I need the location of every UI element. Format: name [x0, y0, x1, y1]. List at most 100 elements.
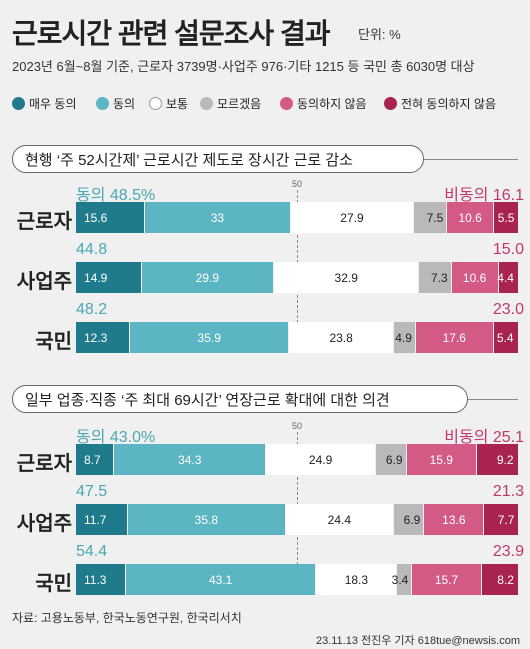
bar-segment-dont-know: 7.5 — [414, 202, 448, 233]
data-label: 11.3 — [84, 572, 107, 587]
bar-segment-neutral: 24.4 — [285, 504, 394, 535]
data-label: 23.8 — [329, 330, 353, 345]
data-label: 24.4 — [327, 512, 352, 527]
bar-segment-dont-know: 6.9 — [376, 444, 407, 475]
legend-swatch-icon — [96, 97, 109, 110]
data-label: 5.5 — [497, 210, 515, 225]
agree-total-label: 동의 48.5% — [76, 187, 156, 204]
bar-segment-dont-know: 4.9 — [394, 322, 416, 353]
disagree-total-label: 비동의 16.1 — [444, 187, 524, 204]
data-label: 33 — [210, 210, 225, 225]
legend-label: 전혀 동의하지 않음 — [401, 97, 496, 111]
bar-segment-strongly-agree: 12.3 — [76, 322, 131, 353]
data-label: 32.9 — [334, 270, 358, 285]
agree-total-label: 48.2 — [76, 301, 108, 318]
bar-segment-strongly-disagree: 5.4 — [493, 322, 518, 353]
bar-segment-strongly-disagree: 7.7 — [484, 504, 519, 535]
data-label: 6.9 — [385, 452, 403, 467]
agree-total-label: 54.4 — [76, 543, 108, 560]
survey-subtitle: 2023년 6월~8월 기준, 근로자 3739명·사업주 976·기타 121… — [12, 59, 475, 74]
bar-segment-agree: 34.3 — [114, 444, 267, 475]
legend: 매우 동의 동의 보통 모르겠음 동의하지 않음 전혀 동의하지 않음 — [12, 95, 522, 115]
bar-segment-dont-know: 6.9 — [393, 504, 425, 535]
category-label: 사업주 — [16, 513, 72, 535]
data-label: 34.3 — [178, 452, 202, 467]
bar-segment-strongly-agree: 11.7 — [76, 504, 128, 535]
bar-segment-strongly-agree: 14.9 — [76, 262, 142, 293]
bar-segment-agree: 43.1 — [125, 564, 317, 595]
data-label: 35.9 — [197, 330, 221, 345]
source-note: 자료: 고용노동부, 한국노동연구원, 한국리서치 — [12, 611, 242, 625]
legend-item-disagree: 동의하지 않음 — [280, 95, 367, 112]
bar-segment-neutral: 18.3 — [316, 564, 398, 595]
data-label: 12.3 — [84, 330, 108, 345]
category-label: 근로자 — [16, 453, 72, 475]
bar-segment-neutral: 23.8 — [289, 322, 395, 353]
legend-label: 모르겠음 — [217, 97, 262, 111]
bar-segment-disagree: 10.6 — [451, 262, 499, 293]
agree-total-label: 동의 43.0% — [76, 429, 156, 446]
bar-segment-agree: 35.8 — [127, 504, 286, 535]
legend-label: 보통 — [166, 97, 189, 111]
bar-segment-strongly-disagree: 8.2 — [481, 564, 518, 595]
unit-label: 단위: % — [358, 27, 401, 42]
chart-1-title: 현행 ‘주 52시간제’ 근로시간 제도로 장시간 근로 감소 — [12, 145, 424, 173]
bar-segment-disagree: 17.6 — [415, 322, 494, 353]
data-label: 27.9 — [340, 210, 364, 225]
legend-swatch-icon — [384, 97, 397, 110]
category-label: 근로자 — [16, 211, 72, 233]
bar-segment-disagree: 10.6 — [447, 202, 495, 233]
credit-note: 23.11.13 전진우 기자 618tue@newsis.com — [315, 635, 520, 647]
data-label: 35.8 — [194, 512, 218, 527]
data-label: 4.9 — [395, 330, 412, 345]
data-label: 11.7 — [84, 512, 107, 527]
bar-segment-disagree: 13.6 — [424, 504, 485, 535]
legend-item-neutral: 보통 — [149, 95, 188, 112]
bar-segment-strongly-agree: 15.6 — [76, 202, 145, 233]
disagree-total-label: 비동의 25.1 — [444, 429, 524, 446]
legend-item-strongly-agree: 매우 동의 — [12, 95, 77, 112]
data-label: 17.6 — [442, 330, 466, 345]
data-label: 7.5 — [426, 210, 444, 225]
data-label: 29.9 — [195, 270, 220, 285]
data-label: 6.9 — [403, 512, 421, 527]
data-label: 15.7 — [434, 572, 459, 587]
data-label: 7.3 — [431, 270, 448, 285]
data-label: 5.4 — [496, 330, 514, 345]
bar-segment-neutral: 24.9 — [266, 444, 377, 475]
legend-item-strongly-disagree: 전혀 동의하지 않음 — [384, 95, 496, 112]
data-label: 18.3 — [344, 572, 369, 587]
data-label: 8.7 — [84, 452, 101, 467]
legend-label: 매우 동의 — [29, 97, 77, 111]
bar-segment-neutral: 27.9 — [290, 202, 415, 233]
agree-total-label: 44.8 — [76, 241, 108, 258]
bar-segment-disagree: 15.7 — [412, 564, 482, 595]
legend-label: 동의하지 않음 — [297, 97, 367, 111]
chart-2-title: 일부 업종·직종 ‘주 최대 69시간’ 연장근로 확대에 대한 의견 — [12, 385, 468, 413]
data-label: 10.6 — [462, 270, 487, 285]
legend-item-dont-know: 모르겠음 — [200, 95, 261, 112]
data-label: 14.9 — [84, 270, 108, 285]
bar-segment-neutral: 32.9 — [274, 262, 420, 293]
data-label: 9.2 — [496, 452, 514, 467]
bar-segment-strongly-disagree: 4.4 — [497, 262, 518, 293]
page-title: 근로시간 관련 설문조사 결과 — [12, 18, 330, 49]
data-label: 15.9 — [429, 452, 453, 467]
disagree-total-label: 21.3 — [492, 483, 524, 500]
data-label: 7.7 — [497, 512, 515, 527]
data-label: 10.6 — [458, 210, 482, 225]
bar-segment-agree: 29.9 — [141, 262, 274, 293]
bar-segment-strongly-agree: 8.7 — [76, 444, 115, 475]
data-label: 8.2 — [497, 572, 514, 587]
legend-swatch-icon — [200, 97, 213, 110]
bar-segment-agree: 33 — [144, 202, 291, 233]
category-label: 국민 — [35, 331, 72, 353]
legend-swatch-icon — [12, 97, 25, 110]
fifty-percent-label: 50 — [292, 421, 303, 431]
bar-segment-agree: 35.9 — [130, 322, 290, 353]
data-label: 3.4 — [391, 572, 409, 587]
disagree-total-label: 23.0 — [492, 301, 524, 318]
agree-total-label: 47.5 — [76, 483, 108, 500]
bar-segment-strongly-disagree: 9.2 — [476, 444, 518, 475]
legend-item-agree: 동의 — [96, 95, 135, 112]
